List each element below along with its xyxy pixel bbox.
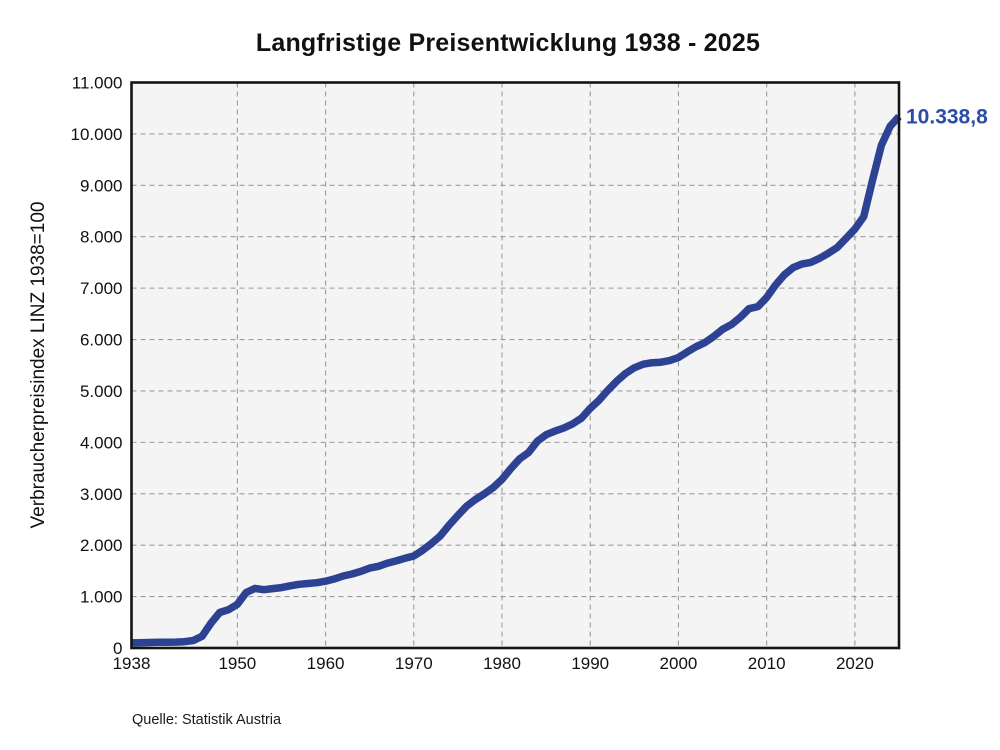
y-tick-label: 10.000 [71, 125, 123, 144]
y-tick-label: 11.000 [72, 74, 123, 93]
plot-frame [130, 81, 901, 650]
x-tick-label: 1980 [483, 654, 521, 673]
y-tick-label: 7.000 [80, 279, 123, 298]
y-tick-label: 9.000 [80, 176, 123, 195]
x-tick-label: 1950 [218, 654, 256, 673]
chart-title: Langfristige Preisentwicklung 1938 - 202… [255, 29, 761, 57]
y-tick-label: 6.000 [80, 331, 123, 350]
x-tick-label: 1960 [307, 654, 345, 673]
y-axis-labels: 0 1.000 2.000 3.000 4.000 5.000 6.000 7.000 8.00… [71, 74, 123, 659]
y-tick-label: 0 [113, 639, 122, 658]
x-tick-label: 1938 [113, 654, 151, 673]
price-line [131, 113, 902, 647]
x-axis-labels: 1938 1950 1960 1970 1980 1990 2000 2010 2020 [113, 654, 874, 673]
y-tick-label: 4.000 [80, 433, 123, 452]
y-tick-label: 1.000 [80, 588, 123, 607]
plot-area [131, 82, 899, 648]
x-tick-label: 2010 [748, 654, 786, 673]
source-note: Quelle: Statistik Austria [132, 712, 282, 728]
gridlines [131, 82, 899, 648]
y-tick-label: 3.000 [80, 485, 123, 504]
x-tick-label: 2000 [660, 654, 698, 673]
x-tick-label: 2020 [836, 654, 874, 673]
y-tick-label: 8.000 [80, 228, 123, 247]
y-tick-label: 2.000 [80, 536, 123, 555]
y-axis-title: Verbraucherpreisindex LINZ 1938=100 [28, 202, 49, 529]
end-value-label: 10.338,8 [906, 105, 988, 128]
x-tick-label: 1970 [395, 654, 433, 673]
y-tick-label: 5.000 [80, 382, 123, 401]
x-tick-label: 1990 [571, 654, 609, 673]
